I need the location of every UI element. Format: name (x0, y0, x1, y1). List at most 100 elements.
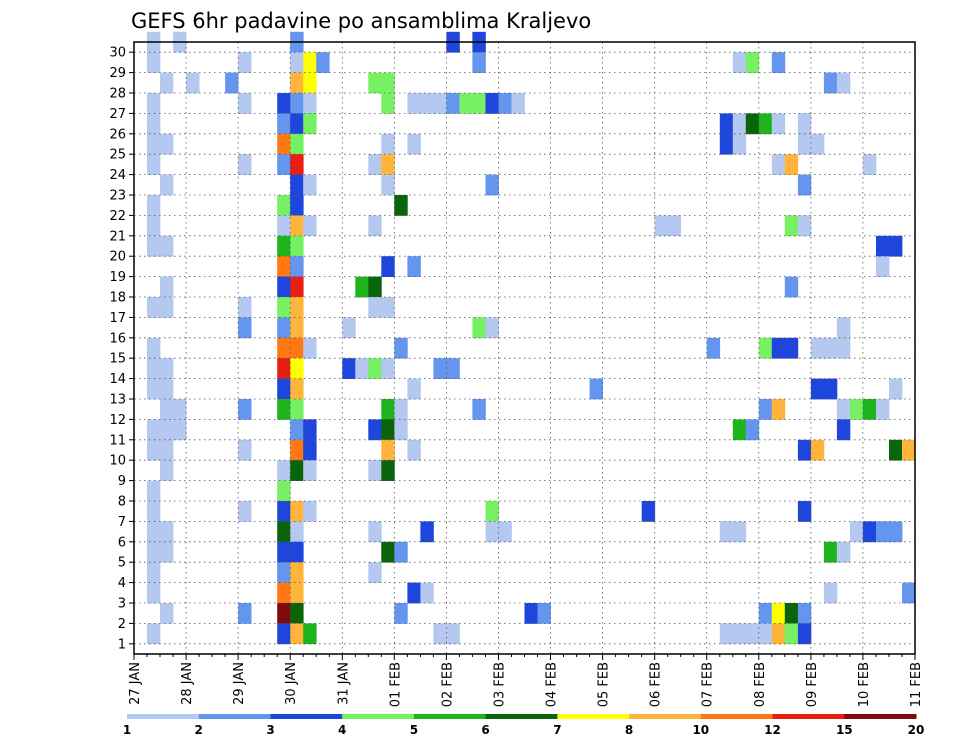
heatmap-cell (147, 154, 161, 175)
heatmap-cell (706, 337, 721, 359)
heatmap-cell (589, 378, 603, 400)
heatmap-cell (381, 154, 395, 175)
heatmap-cell (745, 623, 760, 645)
heatmap-cell (732, 133, 747, 155)
heatmap-cell (368, 521, 382, 543)
heatmap-cell (368, 154, 382, 175)
heatmap-cell (407, 93, 421, 114)
colorbar-swatch (844, 714, 917, 719)
y-tick-label: 22 (109, 209, 126, 224)
heatmap-cell (407, 133, 421, 155)
heatmap-cell (524, 603, 538, 624)
heatmap-cell (277, 541, 291, 563)
heatmap-cell (368, 460, 382, 481)
heatmap-cell (277, 399, 291, 420)
heatmap-cell (160, 521, 174, 543)
heatmap-cell (797, 623, 812, 645)
heatmap-cell (290, 93, 304, 114)
heatmap-cell (303, 174, 317, 196)
heatmap-cell (381, 174, 395, 196)
heatmap-cell (277, 501, 291, 522)
heatmap-cell (381, 133, 395, 155)
heatmap-cell (147, 215, 161, 237)
heatmap-cell (446, 358, 460, 379)
heatmap-cell (160, 439, 174, 461)
heatmap-cell (277, 215, 291, 237)
colorbar-label: 1 (123, 723, 131, 737)
heatmap-cell (277, 93, 291, 114)
x-tick-label: 04 FEB (545, 662, 560, 707)
heatmap-cell (485, 501, 499, 522)
x-axis: 27 JAN 28 JAN 29 JAN 30 JAN 31 JAN 01 FEB 02 F… (128, 654, 924, 707)
heatmap-cell (446, 623, 460, 645)
heatmap-cells (147, 31, 916, 645)
heatmap-cell (446, 93, 460, 114)
heatmap-cell (889, 378, 903, 400)
heatmap-cell (290, 276, 304, 298)
heatmap-cell (758, 399, 773, 420)
x-tick-label: 02 FEB (440, 662, 455, 707)
heatmap-cell (654, 215, 669, 237)
heatmap-cell (784, 215, 799, 237)
heatmap-cell (745, 52, 760, 73)
heatmap-cell (836, 419, 851, 441)
heatmap-cell (290, 133, 304, 155)
heatmap-cell (277, 317, 291, 339)
y-tick-label: 30 (109, 46, 126, 61)
heatmap-cell (485, 93, 499, 114)
heatmap-cell (745, 113, 760, 135)
heatmap-cell (836, 317, 851, 339)
heatmap-cell (355, 276, 369, 298)
heatmap-cell (485, 174, 499, 196)
heatmap-cell (355, 358, 369, 379)
y-tick-label: 24 (109, 168, 126, 183)
y-tick-label: 29 (109, 66, 126, 81)
heatmap-cell (823, 582, 838, 604)
colorbar-label: 15 (836, 723, 853, 737)
colorbar-swatch (557, 714, 630, 719)
y-tick-label: 10 (109, 454, 126, 469)
heatmap-cell (810, 337, 825, 359)
heatmap-cell (147, 419, 161, 441)
heatmap-cell (472, 93, 486, 114)
heatmap-cell (160, 133, 174, 155)
heatmap-cell (290, 317, 304, 339)
heatmap-cell (160, 460, 174, 481)
colorbar-label: 20 (908, 723, 925, 737)
heatmap-cell (290, 113, 304, 135)
heatmap-cell (394, 541, 408, 563)
heatmap-cell (160, 276, 174, 298)
heatmap-cell (498, 521, 512, 543)
heatmap-cell (290, 623, 304, 645)
y-tick-label: 3 (118, 597, 126, 612)
heatmap-cell (381, 256, 395, 277)
heatmap-cell (147, 439, 161, 461)
x-tick-label: 07 FEB (701, 662, 716, 707)
heatmap-cell (290, 235, 304, 257)
grid-lines (134, 42, 915, 654)
colorbar-label: 2 (195, 723, 203, 737)
heatmap-cell (771, 52, 786, 73)
chart-title: GEFS 6hr padavine po ansamblima Kraljevo (131, 9, 591, 33)
colorbar-swatch (629, 714, 702, 719)
heatmap-cell (160, 541, 174, 563)
heatmap-cell (290, 52, 304, 73)
y-tick-label: 20 (109, 250, 126, 265)
heatmap-cell (147, 541, 161, 563)
heatmap-cell (810, 133, 825, 155)
heatmap-cell (745, 419, 760, 441)
colorbar-label: 6 (481, 723, 489, 737)
heatmap-cell (277, 603, 291, 624)
heatmap-cell (238, 603, 252, 624)
heatmap-cell (784, 154, 799, 175)
heatmap-cell (290, 378, 304, 400)
heatmap-cell (732, 623, 747, 645)
heatmap-cell (160, 378, 174, 400)
x-tick-label: 05 FEB (597, 662, 612, 707)
heatmap-cell (160, 603, 174, 624)
heatmap-cell (420, 582, 434, 604)
heatmap-cell (889, 235, 903, 257)
heatmap-cell (771, 113, 786, 135)
y-tick-label: 2 (118, 617, 126, 632)
heatmap-cell (342, 317, 356, 339)
